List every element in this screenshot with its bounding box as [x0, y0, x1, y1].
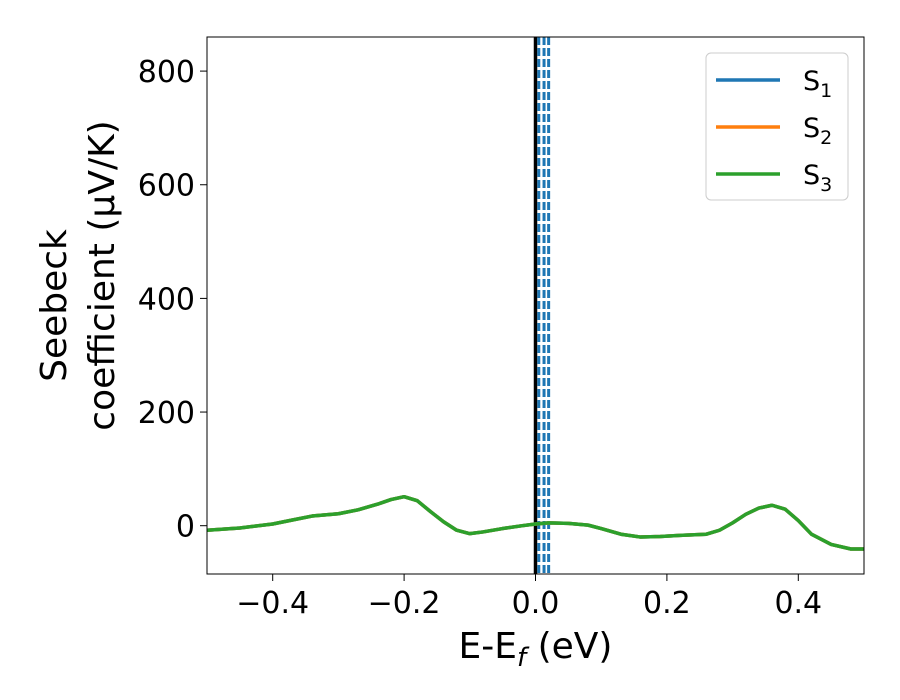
y-tick-label: 0 — [176, 510, 195, 545]
legend-label-s3: S3 — [803, 160, 832, 196]
x-axis-label-unit: (eV) — [526, 626, 612, 667]
y-tick-label: 400 — [138, 282, 195, 317]
x-axis-label: E-Ef (eV) — [459, 626, 613, 673]
x-tick-label: −0.4 — [236, 586, 309, 621]
y-tick-label: 200 — [138, 396, 195, 431]
y-tick-label: 800 — [138, 55, 195, 90]
x-axis-label-main: E-E — [459, 626, 517, 667]
x-tick-label: −0.2 — [368, 586, 441, 621]
x-tick-label: 0.0 — [512, 586, 560, 621]
x-tick-label: 0.4 — [774, 586, 822, 621]
legend-label-s2: S2 — [803, 113, 832, 149]
y-axis-label: Seebeck coefficient (μV/K) — [34, 120, 123, 430]
y-axis-label-line2: coefficient (μV/K) — [82, 120, 123, 430]
x-axis: −0.4 −0.2 0.0 0.2 0.4 — [236, 574, 822, 621]
legend-label-s1: S1 — [803, 66, 832, 102]
y-tick-label: 600 — [138, 169, 195, 204]
y-axis-label-line1: Seebeck — [34, 229, 75, 382]
series-line-s3 — [207, 494, 864, 551]
legend: S1 S2 S3 — [705, 52, 849, 201]
y-axis: 0 200 400 600 800 — [138, 55, 207, 545]
x-tick-label: 0.2 — [643, 586, 691, 621]
plot-area — [207, 37, 864, 574]
